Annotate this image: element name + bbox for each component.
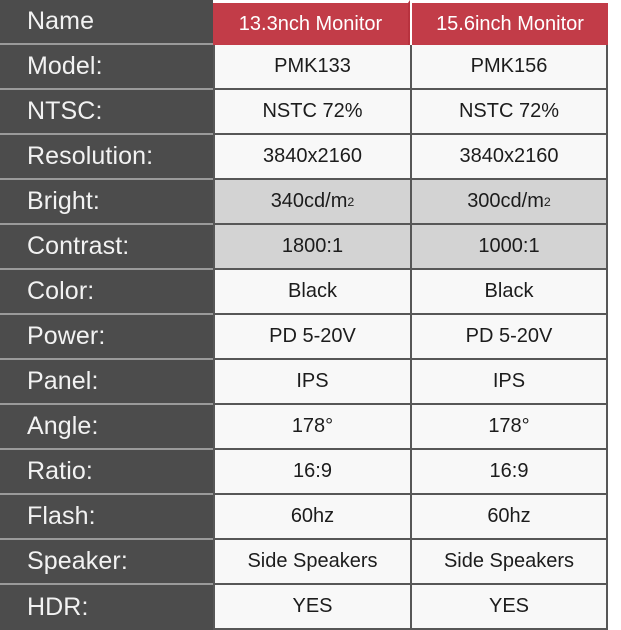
cell-value: PMK133	[213, 45, 410, 90]
cell-value: 16:9	[213, 450, 410, 495]
cell-value: YES	[213, 585, 410, 630]
row-label: Power:	[0, 315, 213, 360]
cell-value: IPS	[213, 360, 410, 405]
header-label-name: Name	[0, 0, 213, 45]
row-label: Model:	[0, 45, 213, 90]
table-right-margin	[608, 0, 621, 630]
cell-value: 60hz	[213, 495, 410, 540]
row-label: HDR:	[0, 585, 213, 630]
table-grid: Name 13.3nch Monitor 15.6inch Monitor Model…	[0, 0, 608, 630]
cell-value: 16:9	[410, 450, 608, 495]
cell-value: Side Speakers	[410, 540, 608, 585]
cell-value: 1000:1	[410, 225, 608, 270]
cell-value: YES	[410, 585, 608, 630]
cell-value: 3840x2160	[410, 135, 608, 180]
cell-value-text: 300cd/m	[467, 190, 544, 212]
row-label: Flash:	[0, 495, 213, 540]
row-label: Speaker:	[0, 540, 213, 585]
cell-value: PD 5-20V	[213, 315, 410, 360]
cell-value: Side Speakers	[213, 540, 410, 585]
cell-value: PD 5-20V	[410, 315, 608, 360]
column-header-2: 15.6inch Monitor	[410, 0, 608, 45]
cell-value: Black	[213, 270, 410, 315]
row-label: Resolution:	[0, 135, 213, 180]
row-label: NTSC:	[0, 90, 213, 135]
row-label: Panel:	[0, 360, 213, 405]
cell-value: PMK156	[410, 45, 608, 90]
cell-value: 340cd/m 2	[213, 180, 410, 225]
cell-value: 300cd/m 2	[410, 180, 608, 225]
cell-value: Black	[410, 270, 608, 315]
cell-value: 60hz	[410, 495, 608, 540]
cell-value: NSTC 72%	[410, 90, 608, 135]
cell-value: 178°	[213, 405, 410, 450]
column-header-1: 13.3nch Monitor	[213, 0, 410, 45]
row-label: Contrast:	[0, 225, 213, 270]
row-label: Color:	[0, 270, 213, 315]
cell-value: 1800:1	[213, 225, 410, 270]
cell-value: IPS	[410, 360, 608, 405]
row-label: Bright:	[0, 180, 213, 225]
cell-value: 3840x2160	[213, 135, 410, 180]
cell-value: NSTC 72%	[213, 90, 410, 135]
row-label: Angle:	[0, 405, 213, 450]
cell-value: 178°	[410, 405, 608, 450]
row-label: Ratio:	[0, 450, 213, 495]
cell-value-text: 340cd/m	[270, 190, 348, 212]
